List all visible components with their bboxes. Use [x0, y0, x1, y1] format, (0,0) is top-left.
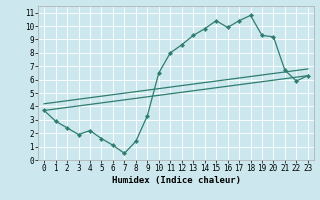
X-axis label: Humidex (Indice chaleur): Humidex (Indice chaleur) [111, 176, 241, 185]
